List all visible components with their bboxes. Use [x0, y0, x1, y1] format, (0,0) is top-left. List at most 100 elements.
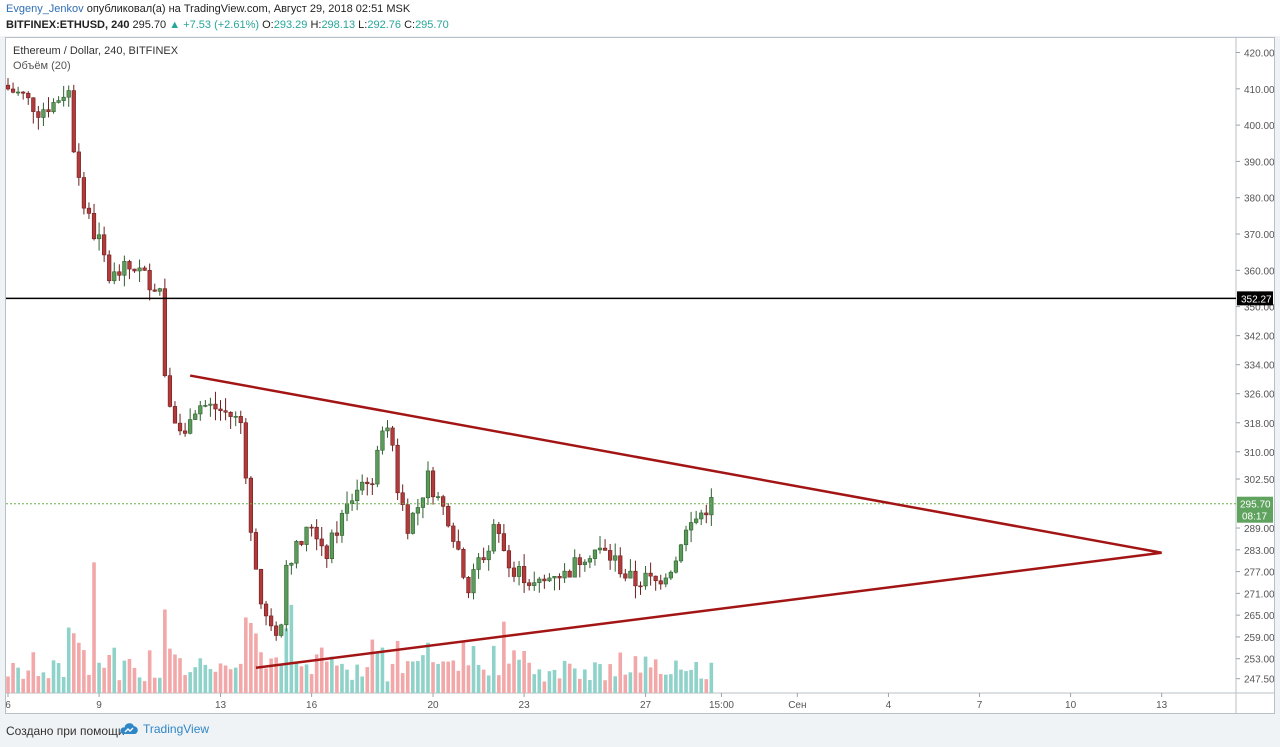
volume-bar	[577, 678, 582, 693]
candle-body	[238, 416, 243, 424]
volume-bar	[471, 646, 476, 693]
volume-bar	[598, 664, 602, 693]
x-tick-label: 15:00	[709, 700, 734, 711]
candle-body	[532, 582, 537, 586]
volume-bar	[684, 671, 688, 693]
y-tick-label: 302.50	[1244, 475, 1274, 486]
volume-bar	[87, 674, 91, 693]
volume-bar	[26, 670, 31, 693]
y-tick-label: 277.00	[1244, 568, 1274, 579]
x-tick-label: 16	[306, 700, 318, 711]
candle-body	[678, 544, 684, 562]
made-with-text: Создано при помощи	[6, 724, 125, 738]
candle-body	[117, 271, 122, 276]
author-link[interactable]: Evgeny_Jenkov	[6, 3, 84, 15]
candle-body	[638, 585, 643, 588]
y-tick-label: 310.00	[1244, 448, 1274, 459]
volume-bar	[512, 650, 516, 693]
candle-body	[274, 625, 279, 636]
publication-line: Evgeny_Jenkov опубликовал(а) на TradingV…	[6, 3, 410, 15]
candle-body	[668, 571, 673, 579]
candle-body	[127, 261, 132, 270]
volume-bar	[264, 668, 268, 693]
volume-bar	[658, 673, 663, 693]
candle-body	[284, 564, 289, 626]
candle-body	[56, 100, 61, 103]
volume-bar	[669, 674, 673, 693]
volume-bar	[441, 661, 445, 693]
candle-body	[430, 470, 436, 498]
x-tick-label: 10	[1065, 700, 1077, 711]
candle-body	[66, 90, 71, 98]
candle-body	[344, 503, 350, 514]
triangle-lower-trendline	[255, 551, 1162, 670]
y-tick-label: 400.00	[1244, 121, 1274, 132]
chart-panel[interactable]: 420.00 410.00 400.00 390.00 380.00 370.00 360.…	[5, 37, 1275, 714]
tradingview-link[interactable]: TradingView	[119, 722, 209, 736]
volume-bar	[97, 662, 101, 693]
volume-bar	[299, 666, 304, 693]
candle-body	[375, 449, 380, 485]
candle-body	[527, 582, 532, 586]
candle-body	[365, 481, 370, 485]
candle-body	[683, 529, 689, 546]
y-tick-label: 271.00	[1244, 589, 1274, 600]
candle-body	[572, 557, 577, 578]
candle-body	[137, 267, 142, 272]
volume-bar	[284, 628, 289, 693]
candle-body	[435, 496, 441, 498]
high-label: H:	[310, 19, 322, 31]
volume-bar	[583, 669, 587, 693]
candle-body	[516, 566, 522, 577]
y-tick-label: 342.00	[1244, 332, 1274, 343]
candle-body	[147, 270, 152, 291]
volume-bar	[547, 671, 552, 693]
candle-body	[491, 524, 496, 552]
countdown-label: 08:17	[1242, 512, 1267, 523]
volume-bar	[426, 642, 430, 693]
volume-bar	[319, 647, 324, 693]
x-tick-label: 6	[6, 700, 11, 711]
horizontal-level-label: 352.27	[1241, 294, 1272, 305]
volume-bar	[613, 676, 617, 693]
volume-bar	[6, 676, 10, 693]
candle-body	[203, 405, 208, 407]
candle-body	[253, 532, 259, 570]
volume-bar	[507, 663, 511, 693]
volume-bar	[532, 674, 537, 693]
volume-bar	[421, 655, 425, 693]
volume-bar	[517, 659, 521, 693]
candle-body	[183, 430, 188, 434]
candle-body	[122, 261, 127, 276]
x-tick-label: 13	[1156, 700, 1168, 711]
volume-bar	[41, 672, 46, 693]
candle-body	[319, 538, 324, 547]
candle-body	[41, 109, 46, 118]
last-price-value: 295.70	[132, 19, 167, 31]
x-tick-label: Сен	[788, 700, 806, 711]
volume-bar	[618, 652, 623, 693]
candle-body	[618, 555, 623, 575]
volume-bar	[461, 642, 466, 693]
volume-legend: Объём (20)	[13, 60, 71, 72]
volume-bar	[345, 669, 349, 693]
candle-body	[511, 567, 517, 577]
candle-body	[132, 268, 137, 272]
candle-body	[582, 561, 587, 565]
volume-bar	[168, 648, 172, 693]
candle-body	[167, 375, 173, 407]
price-chart[interactable]: 420.00 410.00 400.00 390.00 380.00 370.00 360.…	[6, 38, 1274, 713]
candle-body	[248, 477, 253, 533]
volume-bar	[375, 651, 380, 693]
volume-bar	[142, 681, 147, 693]
candle-body	[496, 524, 501, 534]
candle-body	[643, 572, 648, 587]
volume-bar	[274, 657, 278, 693]
y-tick-label: 370.00	[1244, 230, 1274, 241]
candle-body	[193, 413, 198, 420]
candle-body	[107, 254, 112, 282]
volume-bar	[254, 633, 258, 693]
volume-bar	[380, 647, 385, 693]
candle-body	[16, 91, 21, 94]
candle-body	[208, 403, 213, 406]
